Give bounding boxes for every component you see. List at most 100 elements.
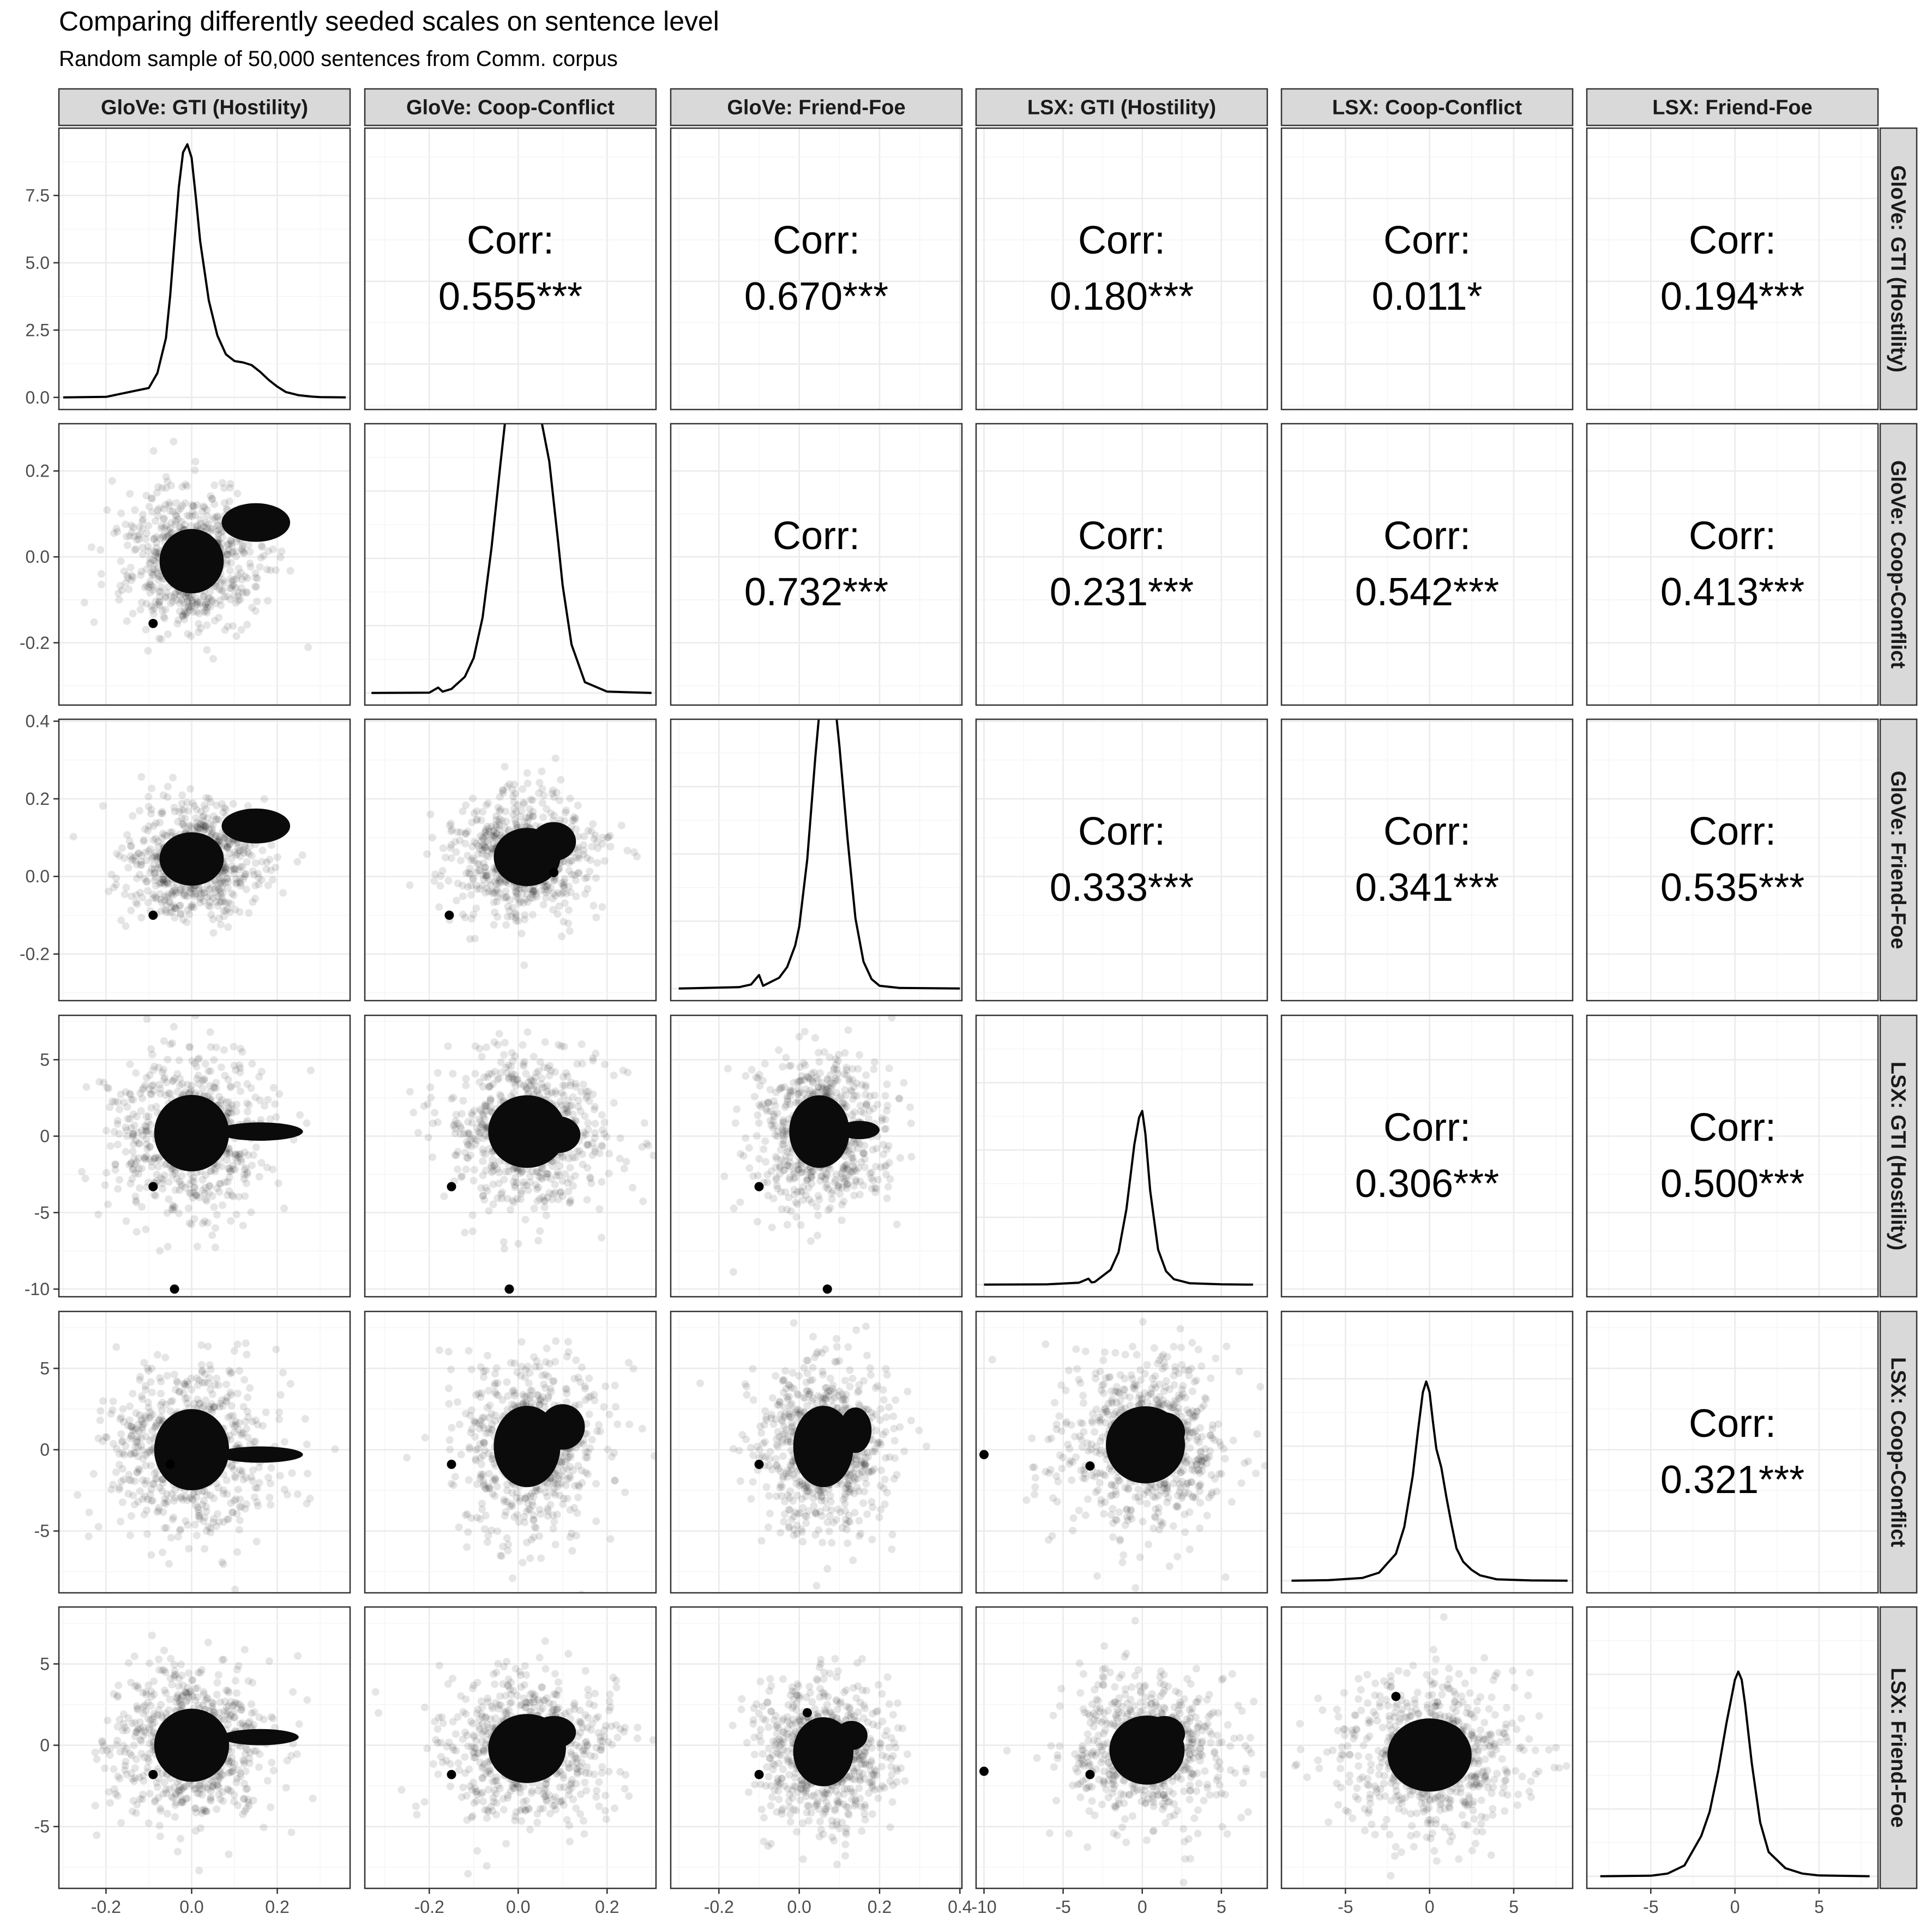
scatter-point: [579, 1080, 587, 1088]
scatter-point: [579, 1132, 587, 1140]
scatter-point: [200, 502, 208, 510]
scatter-point: [264, 597, 272, 605]
scatter-point: [822, 1170, 830, 1178]
panel-content: [406, 1028, 656, 1294]
scatter-point: [530, 886, 538, 894]
scatter-point: [186, 785, 195, 793]
scatter-point: [598, 1111, 606, 1119]
panel-border: [975, 423, 1268, 706]
scatter-point: [168, 888, 176, 896]
scatter-point: [557, 890, 565, 898]
scatter-point: [559, 882, 567, 890]
scatter-point: [558, 879, 565, 887]
scatter-point: [164, 630, 172, 638]
scatter-point: [543, 1087, 551, 1096]
scatter-point: [201, 600, 209, 609]
scatter-point: [159, 829, 167, 838]
scatter-point: [843, 1160, 851, 1169]
scatter-point: [798, 1072, 806, 1080]
scatter-point: [103, 1084, 111, 1092]
scatter-point: [851, 1108, 859, 1116]
scatter-point: [767, 1121, 775, 1129]
panel-grid: [59, 719, 350, 1001]
scatter-point: [456, 836, 464, 845]
scatter-point: [521, 916, 529, 924]
scatter-point: [152, 819, 160, 827]
scatter-point: [181, 610, 189, 618]
scatter-point: [127, 563, 135, 571]
scatter-outlier-point: [822, 1284, 832, 1294]
scatter-point: [129, 1165, 137, 1173]
scatter-point: [462, 1137, 471, 1146]
scatter-point: [209, 655, 217, 663]
scatter-point: [239, 875, 248, 883]
scatter-point: [188, 1057, 196, 1065]
scatter-point: [190, 1177, 198, 1185]
scatter-point: [483, 1187, 491, 1195]
scatter-point: [162, 588, 171, 597]
scatter-point: [187, 632, 195, 640]
scatter-point: [227, 866, 235, 874]
scatter-point: [456, 828, 465, 836]
scatter-point: [782, 1054, 790, 1062]
scatter-point: [505, 1167, 513, 1176]
scatter-point: [838, 1184, 846, 1192]
column-strip-label: GloVe: Coop-Conflict: [406, 97, 615, 119]
scatter-point: [461, 1229, 469, 1237]
scatter-point: [127, 842, 135, 850]
scatter-point: [136, 606, 145, 613]
scatter-point: [212, 1224, 219, 1232]
scatter-point: [207, 798, 215, 806]
scatter-point: [160, 524, 168, 532]
scatter-point: [544, 881, 552, 889]
scatter-point: [572, 893, 580, 901]
scatter-point: [169, 887, 177, 895]
row-strip-glove_cc: GloVe: Coop-Conflict: [1879, 423, 1918, 706]
scatter-point: [238, 1048, 246, 1056]
scatter-point: [133, 536, 141, 544]
scatter-point: [230, 891, 238, 899]
panel-grid: [976, 719, 1267, 1001]
scatter-point: [550, 811, 558, 820]
scatter-point: [224, 923, 232, 931]
scatter-point: [481, 832, 489, 840]
scatter-point: [196, 820, 204, 828]
scatter-point: [489, 1080, 497, 1088]
scatter-point: [762, 1105, 770, 1113]
scatter-point: [466, 1151, 474, 1159]
scatter-point: [468, 915, 476, 923]
scatter-point: [584, 1126, 592, 1134]
scatter-point: [527, 1082, 535, 1090]
scatter-point: [135, 1140, 143, 1148]
scatter-point: [509, 810, 517, 818]
scatter-point: [163, 893, 171, 901]
scatter-point: [264, 547, 272, 555]
scatter-point: [803, 1176, 811, 1184]
scatter-point: [251, 859, 260, 867]
scatter-point: [547, 1175, 555, 1183]
scatter-point: [869, 1105, 877, 1113]
scatter-point: [196, 899, 204, 907]
scatter-point: [516, 1169, 525, 1177]
scatter-point: [155, 597, 163, 605]
scatter-point: [251, 582, 259, 591]
scatter-point: [146, 558, 154, 567]
scatter-point: [206, 1182, 214, 1190]
scatter-point: [489, 889, 497, 898]
scatter-point: [161, 831, 168, 839]
scatter-point: [128, 571, 136, 580]
scatter-point: [760, 1145, 768, 1153]
scatter-point: [113, 1120, 122, 1128]
scatter-point: [476, 832, 484, 840]
scatter-point: [213, 883, 221, 892]
scatter-point: [773, 1155, 781, 1163]
scatter-point: [491, 1068, 499, 1076]
column-strip-label: LSX: Friend-Foe: [1652, 97, 1812, 119]
scatter-point: [197, 808, 205, 816]
scatter-point: [142, 1140, 151, 1148]
scatter-point: [206, 492, 214, 500]
scatter-point: [431, 870, 440, 878]
scatter-point: [181, 892, 189, 900]
scatter-point: [264, 1096, 272, 1104]
scatter-point: [509, 1057, 517, 1065]
